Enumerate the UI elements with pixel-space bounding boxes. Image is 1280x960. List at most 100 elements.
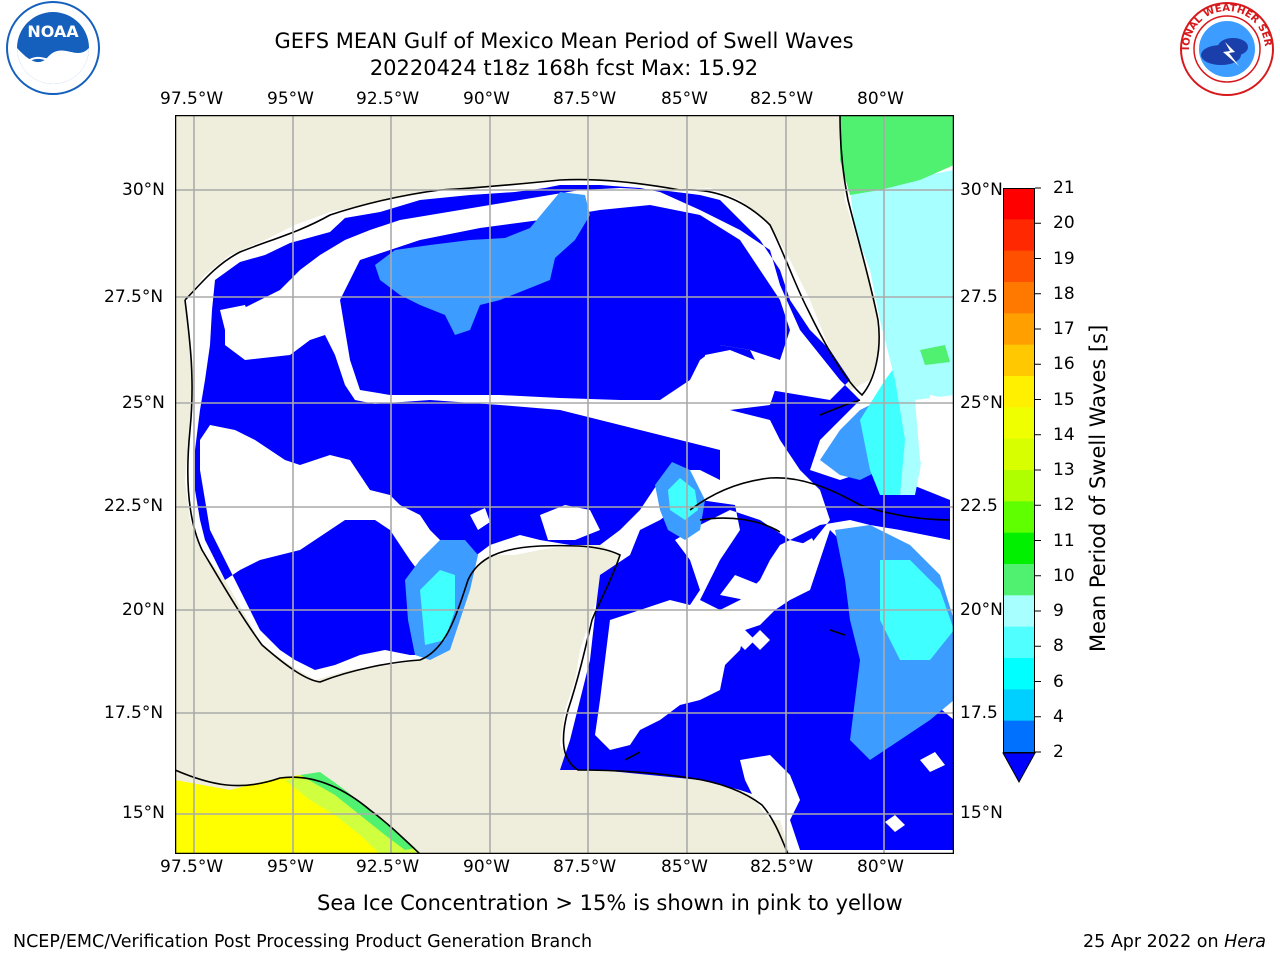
footer-credit: NCEP/EMC/Verification Post Processing Pr…: [13, 932, 593, 952]
colorbar-ticks: 21 20 19 18 17 16 15 14 13 12 11 10 9 8 6 4 2: [1045, 178, 1085, 780]
lon-label-top: 95°W: [267, 89, 314, 109]
colorbar-tick-label: 12: [1053, 495, 1075, 516]
no-data-gap: [800, 538, 818, 558]
colorbar-tick-label: 15: [1053, 389, 1075, 410]
lat-label-right: 15°N: [960, 803, 1003, 823]
map-frame: [175, 115, 954, 854]
lon-label-bottom: 92.5°W: [356, 857, 420, 877]
colorbar-swatch: [1003, 595, 1035, 628]
lat-label-left: 15°N: [122, 803, 165, 823]
lat-label-right: 25°N: [960, 393, 1003, 413]
colorbar-tick-label: 18: [1053, 283, 1075, 304]
colorbar-swatch: [1003, 564, 1035, 596]
no-data-gap: [720, 575, 760, 600]
no-data-gap: [920, 752, 945, 772]
colorbar-tick-label: 17: [1053, 319, 1075, 339]
swell-region-green: [300, 772, 415, 850]
swell-region-green: [920, 345, 950, 365]
lon-label-bottom: 90°W: [463, 857, 510, 877]
colorbar-swatch: [1003, 689, 1035, 722]
colorbar-tick-label: 9: [1053, 601, 1064, 621]
lat-label-right: 27.5: [960, 287, 998, 307]
lat-label-right: 17.5: [960, 703, 998, 723]
colorbar-swatch: [1003, 658, 1035, 690]
swell-region-blue: [195, 185, 954, 850]
swell-region-light-blue: [375, 192, 590, 335]
colorbar-swatch: [1003, 376, 1035, 408]
sea-ice-caption: Sea Ice Concentration > 15% is shown in …: [317, 891, 903, 915]
colorbar-tick-label: 4: [1053, 706, 1064, 727]
lon-label-bottom: 97.5°W: [160, 857, 224, 877]
colorbar-tick-label: 13: [1053, 460, 1075, 480]
noaa-logo: NOAA: [6, 1, 100, 95]
colorbar-frame: [1003, 188, 1035, 753]
colorbar-tick-label: 20: [1053, 213, 1075, 234]
no-data-gap: [735, 630, 755, 650]
colorbar-tick-label: 14: [1053, 424, 1075, 445]
lon-label-bottom: 95°W: [267, 857, 314, 877]
lon-label-bottom: 80°W: [857, 857, 904, 877]
colorbar-swatch: [1003, 470, 1035, 502]
colorbar-swatch: [1003, 438, 1035, 471]
colorbar-swatch: [1003, 626, 1035, 659]
colorbar-tick-label: 21: [1053, 178, 1075, 198]
swell-region-blue-core: [360, 400, 720, 545]
colorbar-swatch: [1003, 250, 1035, 283]
colorbar: [1002, 187, 1041, 784]
lat-label-left: 22.5°N: [104, 496, 164, 516]
title-line-1: GEFS MEAN Gulf of Mexico Mean Period of …: [274, 29, 854, 53]
lon-label-top: 80°W: [857, 89, 904, 109]
lat-label-right: 22.5: [960, 496, 998, 516]
colorbar-swatch: [1003, 501, 1035, 534]
lon-label-bottom: 85°W: [661, 857, 708, 877]
lat-label-left: 17.5°N: [104, 703, 164, 723]
no-data-gap: [470, 508, 490, 530]
lat-label-left: 27.5°N: [104, 287, 164, 307]
lat-label-left: 30°N: [122, 180, 165, 200]
no-data-gap: [612, 712, 630, 730]
lon-label-top: 92.5°W: [356, 89, 420, 109]
colorbar-tick-label: 2: [1053, 742, 1064, 762]
swell-region-green: [840, 115, 954, 195]
no-data-gap: [740, 755, 800, 820]
no-data-gap: [220, 305, 255, 340]
lon-label-top: 85°W: [661, 89, 708, 109]
no-data-gap: [885, 815, 905, 832]
lon-label-bottom: 82.5°W: [750, 857, 814, 877]
lon-label-top: 90°W: [463, 89, 510, 109]
colorbar-label: Mean Period of Swell Waves [s]: [1086, 324, 1110, 652]
swell-region-pale-cyan: [850, 170, 954, 495]
coastline: [175, 115, 951, 854]
colorbar-swatch: [1003, 407, 1035, 440]
colorbar-tick-label: 19: [1053, 248, 1075, 269]
colorbar-tick-label: 8: [1053, 636, 1064, 657]
lat-label-right: 30°N: [960, 180, 1003, 200]
lat-label-left: 25°N: [122, 393, 165, 413]
colorbar-swatch: [1003, 282, 1035, 314]
lon-label-top: 82.5°W: [750, 89, 814, 109]
no-data-gap: [750, 630, 770, 650]
colorbar-tick-label: 11: [1053, 530, 1075, 551]
colorbar-tick-label: 10: [1053, 565, 1075, 586]
colorbar-swatch: [1003, 219, 1035, 252]
no-data-gap: [705, 350, 775, 410]
swell-region-cyan: [420, 570, 455, 645]
title-line-2: 20220424 t18z 168h fcst Max: 15.92: [369, 56, 759, 80]
colorbar-tick-label: 16: [1053, 354, 1075, 375]
colorbar-swatch: [1003, 720, 1035, 753]
lon-label-top: 97.5°W: [160, 89, 224, 109]
nws-logo: NATIONAL WEATHER SERVICE: [1175, 0, 1274, 96]
footer-machine: Hera: [1224, 932, 1266, 952]
colorbar-swatch: [1003, 532, 1035, 565]
graticule: [175, 115, 954, 854]
colorbar-extend-arrow: [1002, 752, 1036, 784]
colorbar-swatch: [1003, 313, 1035, 346]
colorbar-swatch: [1003, 344, 1035, 377]
colorbar-tick-label: 6: [1053, 671, 1064, 692]
map-panel: [175, 115, 954, 854]
lat-label-left: 20°N: [122, 600, 165, 620]
lon-label-bottom: 87.5°W: [553, 857, 617, 877]
lat-label-right: 20°N: [960, 600, 1003, 620]
lon-label-top: 87.5°W: [553, 89, 617, 109]
no-data-gap: [540, 505, 600, 540]
